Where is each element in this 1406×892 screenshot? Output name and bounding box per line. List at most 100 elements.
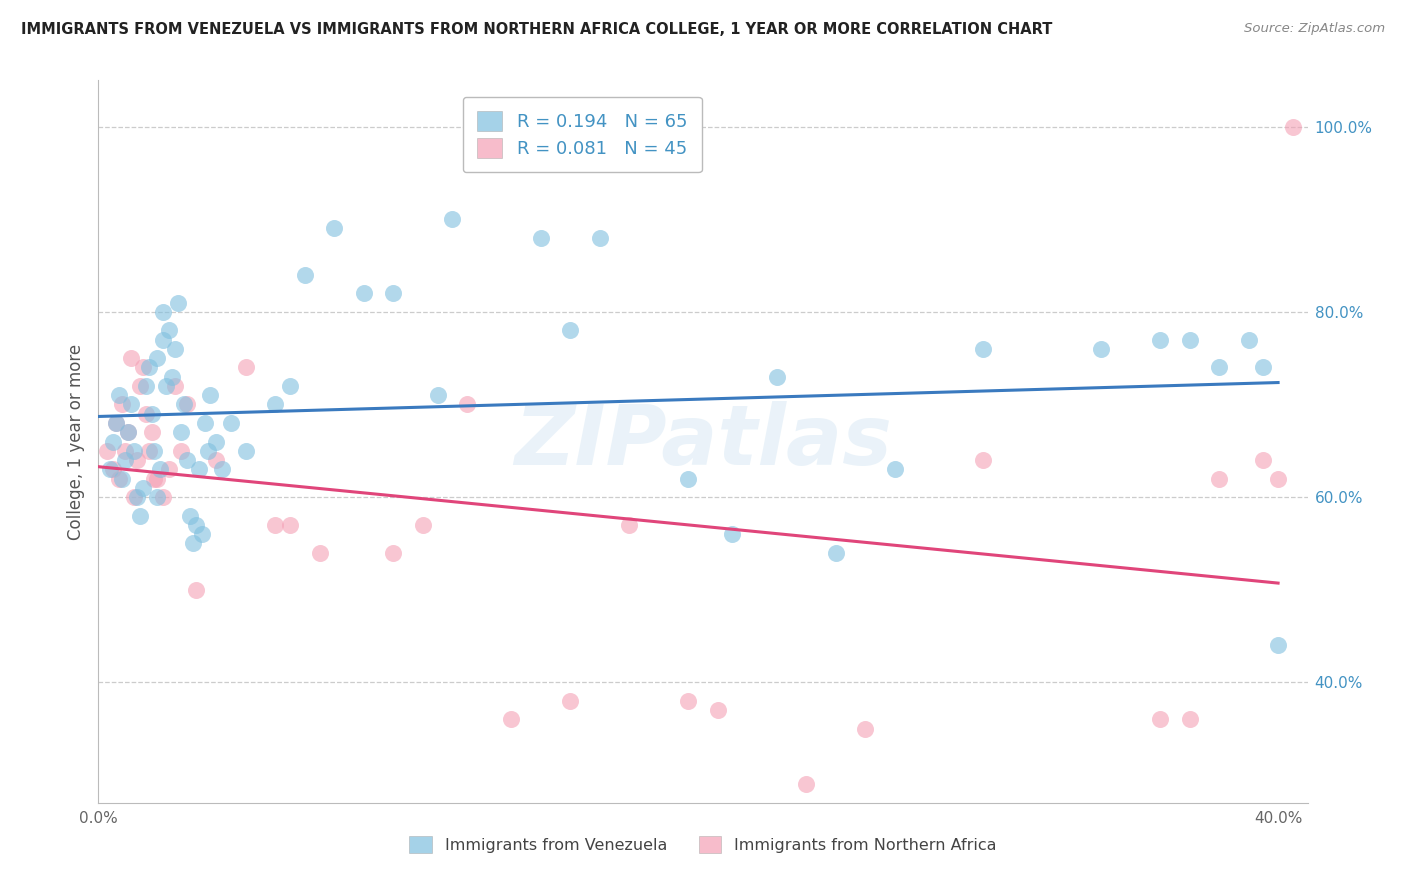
Point xyxy=(157,323,180,337)
Point xyxy=(138,360,160,375)
Point xyxy=(205,453,228,467)
Point xyxy=(125,490,148,504)
Point xyxy=(721,527,744,541)
Point xyxy=(173,397,195,411)
Point xyxy=(98,462,121,476)
Point xyxy=(176,453,198,467)
Point xyxy=(135,379,157,393)
Point xyxy=(143,443,166,458)
Point xyxy=(187,462,209,476)
Point xyxy=(152,490,174,504)
Point xyxy=(530,231,553,245)
Point xyxy=(441,212,464,227)
Point xyxy=(108,472,131,486)
Point xyxy=(143,472,166,486)
Point xyxy=(235,443,257,458)
Point xyxy=(678,694,700,708)
Point xyxy=(456,397,478,411)
Point xyxy=(190,527,212,541)
Point xyxy=(1178,713,1201,727)
Point xyxy=(184,517,207,532)
Point xyxy=(152,305,174,319)
Point xyxy=(131,360,153,375)
Point xyxy=(111,472,134,486)
Point xyxy=(131,481,153,495)
Point xyxy=(160,369,183,384)
Point xyxy=(619,517,641,532)
Point xyxy=(146,472,169,486)
Point xyxy=(96,443,118,458)
Point xyxy=(105,416,128,430)
Point xyxy=(1267,638,1289,652)
Point xyxy=(765,369,787,384)
Point xyxy=(120,397,142,411)
Point xyxy=(117,425,139,440)
Point xyxy=(205,434,228,449)
Point xyxy=(105,416,128,430)
Point xyxy=(117,425,139,440)
Point xyxy=(135,407,157,421)
Point xyxy=(278,517,301,532)
Point xyxy=(883,462,905,476)
Point xyxy=(1178,333,1201,347)
Point xyxy=(1208,360,1230,375)
Point xyxy=(101,434,124,449)
Point xyxy=(200,388,222,402)
Point xyxy=(141,407,163,421)
Point xyxy=(1267,472,1289,486)
Point xyxy=(128,508,150,523)
Point xyxy=(264,517,287,532)
Point xyxy=(1090,342,1112,356)
Point xyxy=(794,777,817,791)
Point xyxy=(114,443,136,458)
Point xyxy=(678,472,700,486)
Point xyxy=(157,462,180,476)
Point xyxy=(1237,333,1260,347)
Point xyxy=(141,425,163,440)
Point xyxy=(120,351,142,366)
Point xyxy=(353,286,375,301)
Y-axis label: College, 1 year or more: College, 1 year or more xyxy=(66,343,84,540)
Point xyxy=(1253,453,1275,467)
Point xyxy=(278,379,301,393)
Point xyxy=(155,379,177,393)
Point xyxy=(152,333,174,347)
Point xyxy=(824,546,846,560)
Point xyxy=(138,443,160,458)
Point xyxy=(235,360,257,375)
Point xyxy=(1149,713,1171,727)
Point xyxy=(706,703,728,717)
Point xyxy=(197,443,219,458)
Point xyxy=(101,462,124,476)
Point xyxy=(1253,360,1275,375)
Point xyxy=(170,443,193,458)
Point xyxy=(111,397,134,411)
Text: IMMIGRANTS FROM VENEZUELA VS IMMIGRANTS FROM NORTHERN AFRICA COLLEGE, 1 YEAR OR : IMMIGRANTS FROM VENEZUELA VS IMMIGRANTS … xyxy=(21,22,1053,37)
Point xyxy=(181,536,204,550)
Point xyxy=(219,416,242,430)
Point xyxy=(972,453,994,467)
Point xyxy=(211,462,233,476)
Point xyxy=(264,397,287,411)
Point xyxy=(323,221,346,235)
Point xyxy=(122,490,145,504)
Point xyxy=(501,713,523,727)
Point xyxy=(560,323,582,337)
Point xyxy=(165,379,187,393)
Point xyxy=(165,342,187,356)
Legend: Immigrants from Venezuela, Immigrants from Northern Africa: Immigrants from Venezuela, Immigrants fr… xyxy=(404,830,1002,860)
Point xyxy=(194,416,217,430)
Point xyxy=(128,379,150,393)
Point xyxy=(308,546,330,560)
Point xyxy=(1149,333,1171,347)
Point xyxy=(560,694,582,708)
Point xyxy=(382,286,405,301)
Text: ZIPatlas: ZIPatlas xyxy=(515,401,891,482)
Point xyxy=(184,582,207,597)
Point xyxy=(167,295,190,310)
Point xyxy=(170,425,193,440)
Point xyxy=(125,453,148,467)
Point xyxy=(589,231,612,245)
Point xyxy=(122,443,145,458)
Point xyxy=(149,462,172,476)
